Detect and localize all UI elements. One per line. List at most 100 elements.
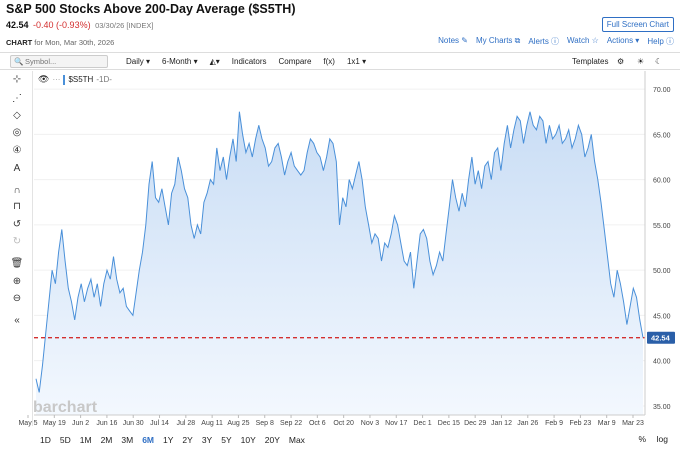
alerts-link[interactable]: Alerts ⓘ	[528, 37, 560, 46]
text-icon[interactable]: A	[13, 163, 21, 174]
x-tick-label: Sep 22	[280, 420, 302, 427]
percent-scale-button[interactable]: %	[638, 434, 646, 444]
x-tick-label: May 19	[43, 420, 66, 427]
watch-link[interactable]: Watch ☆	[567, 36, 599, 45]
y-tick-label: 65.00	[653, 132, 671, 139]
y-tick-label: 50.00	[653, 268, 671, 275]
compare-button[interactable]: Compare	[278, 56, 312, 66]
series-line	[35, 111, 644, 393]
x-tick-label: Mar 23	[622, 420, 644, 427]
node-icon[interactable]: ◎	[12, 127, 22, 138]
range-max[interactable]: Max	[288, 435, 305, 445]
chart-label: CHART	[6, 38, 33, 47]
x-tick-label: Jan 12	[491, 420, 512, 427]
y-tick-label: 70.00	[653, 87, 671, 94]
legend-interval: -1D-	[96, 75, 112, 84]
x-tick-label: Jun 16	[96, 420, 117, 427]
range-6m[interactable]: 6M	[142, 435, 154, 445]
magnet-icon[interactable]: ∩	[13, 185, 21, 196]
series-swatch	[63, 74, 66, 85]
x-tick-label: Dec 29	[464, 420, 486, 427]
x-tick-label: Jan 26	[517, 420, 538, 427]
quote-date-meta: 03/30/26 [INDEX]	[95, 21, 154, 30]
y-axis: 35.00 40.00 45.00 50.00 55.00 60.00 65.00 70.00	[34, 71, 671, 416]
page-title: S&P 500 Stocks Above 200-Day Average ($S…	[6, 2, 296, 16]
fibonacci-icon[interactable]: ④	[12, 145, 22, 156]
mountain-chart-icon[interactable]: ◭▾	[209, 56, 220, 66]
moon-icon[interactable]: ☾	[655, 57, 663, 66]
x-tick-label: Feb 9	[545, 420, 563, 427]
chart-date-line: CHART for Mon, Mar 30th, 2026	[6, 38, 114, 47]
series-legend[interactable]: 👁 ··· $S5TH -1D-	[38, 74, 112, 85]
trash-icon[interactable]: 🗑	[10, 258, 24, 269]
gear-icon[interactable]: ⚙	[617, 57, 625, 66]
zoom-out-icon[interactable]: ⊖	[12, 293, 22, 304]
range-1d[interactable]: 1D	[40, 435, 51, 445]
function-button[interactable]: f(x)	[323, 56, 335, 66]
dots-icon[interactable]: ···	[52, 75, 61, 84]
y-tick-label: 45.00	[653, 313, 671, 320]
last-value-badge-bg	[647, 331, 675, 344]
help-link[interactable]: Help ⓘ	[647, 37, 674, 46]
x-tick-label: Mar 9	[598, 420, 616, 427]
my-charts-link[interactable]: My Charts ⧉	[475, 36, 521, 45]
top-links: Notes ✎ My Charts ⧉ Alerts ⓘ Watch ☆ Act…	[438, 36, 674, 47]
range-1m[interactable]: 1M	[79, 435, 92, 445]
symbol-input[interactable]	[10, 54, 108, 68]
x-tick-label: Dec 15	[438, 420, 460, 427]
lock-icon[interactable]: ⊓	[13, 201, 21, 212]
templates-button[interactable]: Templates	[572, 57, 609, 66]
x-tick-label: Aug 11	[201, 420, 223, 427]
range-5d[interactable]: 5D	[59, 435, 71, 445]
sun-icon[interactable]: ☀	[637, 57, 645, 66]
layout-dropdown[interactable]: 1x1 ▾	[346, 56, 367, 66]
range-10y[interactable]: 10Y	[240, 435, 256, 445]
zoom-in-icon[interactable]: ⊕	[12, 276, 22, 287]
period-dropdown[interactable]: Daily ▾	[126, 56, 151, 66]
y-tick-label: 40.00	[653, 359, 671, 366]
x-tick-label: Oct 20	[333, 420, 354, 427]
trendline-icon[interactable]: ⋰	[12, 93, 22, 104]
x-tick-label: Oct 6	[309, 420, 326, 427]
range-2y[interactable]: 2Y	[182, 435, 193, 445]
range-2m[interactable]: 2M	[100, 435, 113, 445]
range-20y[interactable]: 20Y	[264, 435, 280, 445]
eye-icon[interactable]: 👁	[38, 74, 50, 84]
x-tick-label: May 5	[18, 420, 37, 427]
undo-icon[interactable]: ↺	[12, 219, 22, 230]
range-1y[interactable]: 1Y	[163, 435, 174, 445]
x-tick-label: Aug 25	[227, 420, 249, 427]
notes-link[interactable]: Notes ✎	[438, 36, 468, 45]
last-value-label: 42.54	[651, 334, 671, 343]
price-change: -0.40 (-0.93%)	[33, 20, 91, 30]
x-tick-label: Nov 3	[361, 420, 379, 427]
chart-date: for Mon, Mar 30th, 2026	[34, 38, 115, 47]
x-tick-label: Sep 8	[256, 420, 274, 427]
collapse-sidebar-icon[interactable]: «	[14, 315, 20, 326]
x-axis: May 5 May 19 Jun 2 Jun 16 Jun 30 Jul 14 Jul 28…	[18, 415, 644, 427]
log-scale-button[interactable]: log	[656, 434, 668, 444]
chart-area[interactable]: 35.00 40.00 45.00 50.00 55.00 60.00 65.00 70.00…	[0, 71, 680, 431]
legend-symbol: $S5TH	[68, 75, 94, 84]
range-3m[interactable]: 3M	[121, 435, 134, 445]
x-tick-label: Feb 23	[569, 420, 591, 427]
actions-menu[interactable]: Actions ▾	[606, 36, 640, 45]
quote-line: 42.54 -0.40 (-0.93%) 03/30/26 [INDEX]	[6, 20, 153, 30]
full-screen-chart-button[interactable]: Full Screen Chart	[601, 17, 674, 32]
y-tick-label: 60.00	[653, 178, 671, 185]
crosshair-icon[interactable]: ⊹	[12, 74, 22, 85]
range-3y[interactable]: 3Y	[201, 435, 213, 445]
chart-toolbar: 🔍 Daily ▾ 6-Month ▾ ◭▾ Indicators Compar…	[0, 52, 680, 70]
search-icon: 🔍	[14, 57, 24, 66]
series-area	[36, 111, 643, 415]
y-tick-label: 35.00	[653, 404, 671, 411]
x-tick-label: Jul 28	[176, 420, 195, 427]
range-dropdown[interactable]: 6-Month ▾	[162, 56, 198, 66]
x-tick-label: Dec 1	[413, 420, 431, 427]
redo-icon[interactable]: ↻	[12, 236, 22, 247]
indicators-button[interactable]: Indicators	[231, 56, 267, 66]
range-5y[interactable]: 5Y	[221, 435, 232, 445]
header: S&P 500 Stocks Above 200-Day Average ($S…	[0, 0, 680, 54]
x-tick-label: Jul 14	[150, 420, 169, 427]
shapes-icon[interactable]: ◇	[13, 110, 21, 121]
